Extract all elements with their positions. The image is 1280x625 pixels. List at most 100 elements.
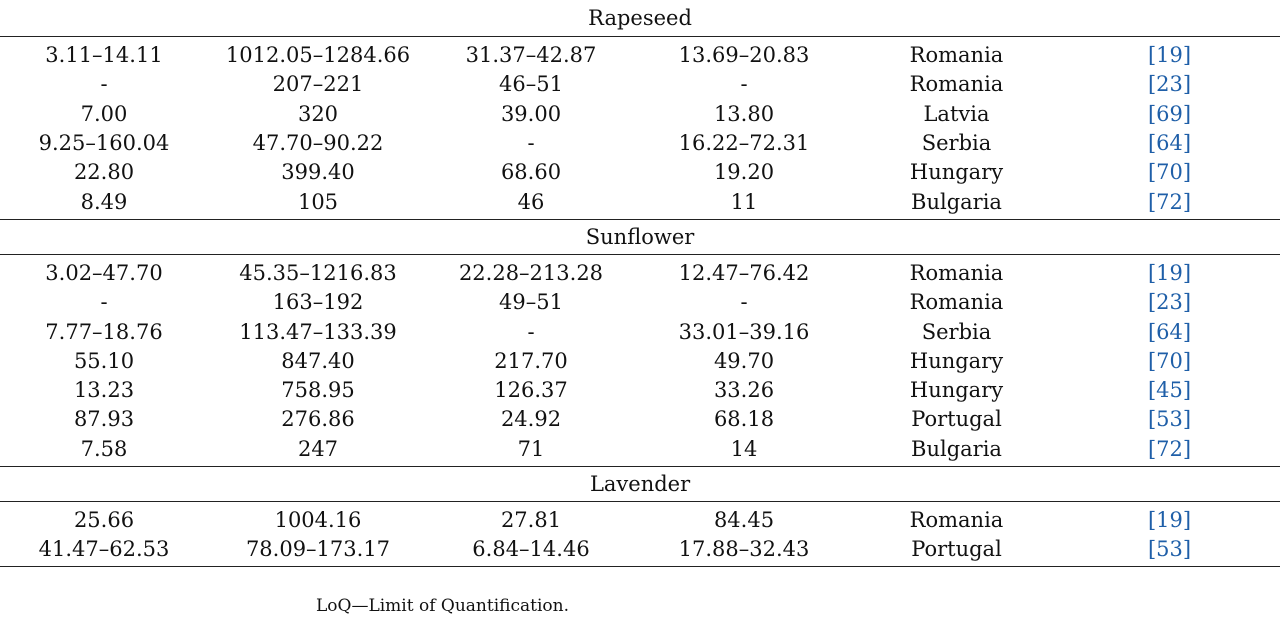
country-cell: Hungary xyxy=(909,378,1004,403)
reference-link[interactable]: 45 xyxy=(1156,378,1183,403)
reference-link[interactable]: 64 xyxy=(1156,319,1183,344)
reference-cell: [53] xyxy=(1059,535,1280,568)
value-col-4: 16.22–72.31 xyxy=(678,131,810,156)
country-cell: Romania xyxy=(909,508,1004,532)
table-footnote: LoQ—Limit of Quantification. xyxy=(316,596,569,616)
value-col-1: 87.93 xyxy=(73,407,135,432)
value-col-2: 207–221 xyxy=(272,72,364,97)
table-row: - 207–221 46–51 - Romania [23] xyxy=(0,70,1280,99)
table-row: 3.11–14.11 1012.05–1284.66 31.37–42.87 13.6… xyxy=(0,37,1280,71)
value-col-2: 113.47–133.39 xyxy=(239,319,397,344)
value-col-1: 9.25–160.04 xyxy=(38,131,170,156)
reference-cell: [70] xyxy=(1147,160,1192,185)
table-row: 8.49 105 46 11 Bulgaria [72] xyxy=(0,187,1280,220)
value-col-2: 1012.05–1284.66 xyxy=(225,43,411,68)
value-col-2: 758.95 xyxy=(281,378,355,403)
value-col-4: 13.69–20.83 xyxy=(678,43,810,68)
value-col-4: 13.80 xyxy=(713,101,775,126)
value-col-4: 49.70 xyxy=(713,348,775,373)
value-col-3: 46 xyxy=(428,187,634,220)
value-col-2: 163–192 xyxy=(272,290,364,315)
section-title: Sunflower xyxy=(0,219,1280,255)
value-col-3: 39.00 xyxy=(500,101,562,126)
value-col-1: 25.66 xyxy=(73,508,135,532)
value-col-1: 13.23 xyxy=(73,378,135,403)
reference-link[interactable]: 19 xyxy=(1156,260,1183,285)
reference-cell: [19] xyxy=(1147,43,1192,68)
reference-link[interactable]: 19 xyxy=(1156,43,1183,68)
reference-link[interactable]: 23 xyxy=(1156,72,1183,97)
value-col-2: 45.35–1216.83 xyxy=(239,260,397,285)
table-row: 7.77–18.76 113.47–133.39 - 33.01–39.16 Serbi… xyxy=(0,317,1280,346)
value-col-3: - xyxy=(527,319,535,344)
reference-link[interactable]: 64 xyxy=(1156,131,1183,156)
value-col-2: 399.40 xyxy=(281,160,355,185)
reference-link[interactable]: 69 xyxy=(1156,101,1183,126)
value-col-4: 11 xyxy=(634,187,854,220)
value-col-1: 22.80 xyxy=(73,160,135,185)
table-row: 7.58 247 71 14 Bulgaria [72] xyxy=(0,434,1280,467)
value-col-4: - xyxy=(740,72,748,97)
country-cell: Romania xyxy=(909,72,1004,97)
reference-link[interactable]: 72 xyxy=(1156,189,1183,214)
reference-cell: [23] xyxy=(1147,72,1192,97)
table-row: 3.02–47.70 45.35–1216.83 22.28–213.28 12.47… xyxy=(0,254,1280,288)
section-title: Lavender xyxy=(0,466,1280,502)
reference-link[interactable]: 53 xyxy=(1156,537,1183,562)
value-col-3: 126.37 xyxy=(494,378,568,403)
country-cell: Serbia xyxy=(921,319,992,344)
section-header-row: Lavender xyxy=(0,466,1280,502)
reference-cell: [69] xyxy=(1147,101,1192,126)
value-col-3: 49–51 xyxy=(499,290,563,315)
table-row: 55.10 847.40 217.70 49.70 Hungary [70] xyxy=(0,347,1280,376)
value-col-3: 71 xyxy=(428,434,634,467)
country-cell: Bulgaria xyxy=(854,434,1059,467)
country-cell: Bulgaria xyxy=(854,187,1059,220)
section-header-row: Sunflower xyxy=(0,219,1280,255)
reference-link[interactable]: 70 xyxy=(1156,160,1183,185)
table-row: 87.93 276.86 24.92 68.18 Portugal [53] xyxy=(0,405,1280,434)
value-col-3: 46–51 xyxy=(499,72,563,97)
value-col-1: 3.11–14.11 xyxy=(45,43,163,68)
value-col-3: 68.60 xyxy=(500,160,562,185)
reference-link[interactable]: 70 xyxy=(1156,348,1183,373)
value-col-3: 22.28–213.28 xyxy=(458,260,604,285)
data-table: Rapeseed 3.11–14.11 1012.05–1284.66 31.37–4… xyxy=(0,0,1280,568)
table-row: 13.23 758.95 126.37 33.26 Hungary [45] xyxy=(0,376,1280,405)
value-col-2: 247 xyxy=(208,434,428,467)
value-col-2: 320 xyxy=(297,101,339,126)
value-col-1: 7.00 xyxy=(80,101,128,126)
value-col-3: 217.70 xyxy=(494,348,568,373)
table-row: 25.66 1004.16 27.81 84.45 Romania [19] xyxy=(0,501,1280,535)
value-col-3: 24.92 xyxy=(500,407,562,432)
country-cell: Portugal xyxy=(854,535,1059,568)
value-col-1: 3.02–47.70 xyxy=(45,260,163,285)
reference-link[interactable]: 72 xyxy=(1156,436,1183,461)
data-table-container: Rapeseed 3.11–14.11 1012.05–1284.66 31.37–4… xyxy=(0,0,1280,568)
value-col-4: - xyxy=(740,290,748,315)
value-col-2: 105 xyxy=(208,187,428,220)
value-col-2: 47.70–90.22 xyxy=(252,131,384,156)
value-col-1: 41.47–62.53 xyxy=(0,535,208,568)
value-col-1: 55.10 xyxy=(73,348,135,373)
reference-cell: [72] xyxy=(1059,187,1280,220)
table-row: 22.80 399.40 68.60 19.20 Hungary [70] xyxy=(0,158,1280,187)
reference-cell: [23] xyxy=(1147,290,1192,315)
reference-link[interactable]: 19 xyxy=(1156,508,1183,532)
value-col-4: 68.18 xyxy=(713,407,775,432)
reference-cell: [19] xyxy=(1147,260,1192,285)
value-col-4: 19.20 xyxy=(713,160,775,185)
country-cell: Latvia xyxy=(923,101,990,126)
reference-link[interactable]: 53 xyxy=(1156,407,1183,432)
reference-link[interactable]: 23 xyxy=(1156,290,1183,315)
table-row: 7.00 320 39.00 13.80 Latvia [69] xyxy=(0,100,1280,129)
table-row: 9.25–160.04 47.70–90.22 - 16.22–72.31 Serbia… xyxy=(0,129,1280,158)
reference-cell: [45] xyxy=(1147,378,1192,403)
value-col-1: 8.49 xyxy=(0,187,208,220)
reference-cell: [19] xyxy=(1147,508,1192,532)
country-cell: Hungary xyxy=(909,348,1004,373)
value-col-1: - xyxy=(100,290,108,315)
country-cell: Portugal xyxy=(911,407,1002,432)
country-cell: Romania xyxy=(909,43,1004,68)
value-col-4: 17.88–32.43 xyxy=(634,535,854,568)
